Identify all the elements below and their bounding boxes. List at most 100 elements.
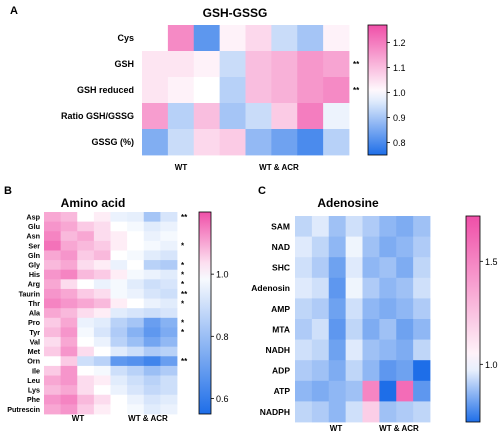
heatmap-cell: [379, 339, 397, 361]
heatmap-cell: [328, 236, 347, 258]
heatmap-cell: [311, 236, 330, 258]
heatmap-cell: [93, 250, 111, 261]
heatmap-cell: [193, 103, 221, 130]
heatmap-cell: [127, 308, 145, 319]
colorbar-gradient: [367, 24, 388, 156]
heatmap-cell: [295, 380, 313, 402]
heatmap-cell: [396, 216, 414, 237]
heatmap-cell: [345, 319, 363, 340]
heatmap-cell: [245, 51, 272, 78]
colorbar-tick-label: 1.1: [393, 63, 406, 73]
heatmap-cell: [219, 77, 246, 104]
heatmap-cell: [77, 327, 95, 338]
heatmap-cell: [44, 346, 62, 357]
row-label: Asn: [26, 232, 40, 241]
heatmap-cell: [142, 129, 169, 156]
heatmap-cell: [127, 394, 145, 405]
row-label: Ratio GSH/GSSG: [61, 111, 134, 121]
heatmap-cell: [60, 385, 78, 396]
heatmap-cell: [127, 365, 145, 376]
row-label: GSSG (%): [91, 137, 134, 147]
heatmap-cell: [413, 319, 431, 340]
row-label: Ala: [29, 309, 41, 318]
heatmap-cell: [93, 240, 111, 251]
heatmap-cell: [143, 231, 161, 242]
heatmap-cell: [93, 298, 111, 309]
heatmap-cell: [362, 257, 380, 279]
panel-b: B Amino acid AspGluAsnSerGlnGlyHisArgTau…: [4, 185, 229, 423]
heatmap-cell: [127, 404, 145, 415]
heatmap-cell: [44, 308, 62, 319]
heatmap-cell: [110, 385, 128, 396]
heatmap-cell: [127, 260, 145, 271]
colorbar-tick-label: 1.5: [485, 257, 498, 267]
heatmap-cell: [362, 298, 380, 320]
heatmap-cell: [127, 279, 145, 290]
heatmap-cell: [311, 360, 330, 382]
heatmap-cell: [77, 356, 95, 367]
heatmap-cell: [77, 288, 95, 299]
heatmap-cell: [271, 129, 298, 156]
heatmap-cell: [93, 404, 111, 415]
heatmap-cell: [110, 231, 128, 242]
heatmap-cell: [143, 221, 161, 232]
heatmap-cell: [160, 279, 178, 290]
heatmap-cell: [219, 25, 246, 52]
heatmap-cell: [60, 269, 78, 280]
heatmap-cell: [297, 51, 324, 78]
heatmap-cell: [77, 269, 95, 280]
heatmap-cell: [323, 103, 350, 130]
panel-c-heatmap: [295, 216, 431, 423]
heatmap-cell: [77, 298, 95, 309]
heatmap-cell: [328, 298, 347, 320]
heatmap-cell: [60, 394, 78, 405]
heatmap-cell: [362, 360, 380, 382]
heatmap-cell: [396, 380, 414, 402]
heatmap-cell: [297, 129, 324, 156]
heatmap-cell: [127, 375, 145, 386]
heatmap-cell: [143, 288, 161, 299]
colorbar-tick-label: 0.8: [216, 332, 229, 342]
heatmap-cell: [110, 221, 128, 232]
panel-a-group-label-1: WT: [175, 163, 188, 172]
panel-b-letter: B: [4, 185, 12, 197]
heatmap-cell: [60, 308, 78, 319]
panel-a: A GSH-GSSG Cys GSH GSH reduced Ratio GSH/GS…: [10, 5, 406, 172]
heatmap-cell: [271, 25, 298, 52]
heatmap-cell: [345, 401, 363, 423]
heatmap-cell: [44, 240, 62, 251]
heatmap-cell: [297, 103, 324, 130]
heatmap-cell: [413, 339, 431, 361]
heatmap-cell: [160, 221, 178, 232]
heatmap-cell: [160, 394, 178, 405]
heatmap-cell: [60, 356, 78, 367]
heatmap-cell: [60, 212, 78, 223]
heatmap-cell: [93, 279, 111, 290]
row-label: Arg: [28, 280, 40, 289]
heatmap-cell: [143, 337, 161, 348]
row-label: GSH reduced: [77, 85, 134, 95]
row-label: Ser: [28, 241, 40, 250]
heatmap-cell: [160, 375, 178, 386]
heatmap-cell: [44, 375, 62, 386]
row-label: Phe: [27, 395, 40, 404]
heatmap-cell: [413, 380, 431, 402]
panel-c-row-labels: SAM NAD SHC Adenosin AMP MTA NADH ADP ATP NADPH: [251, 221, 290, 416]
heatmap-cell: [345, 339, 363, 361]
heatmap-cell: [311, 339, 330, 361]
heatmap-cell: [110, 327, 128, 338]
heatmap-cell: [60, 221, 78, 232]
heatmap-cell: [160, 337, 178, 348]
row-label: Cys: [117, 33, 134, 43]
row-label: Met: [28, 347, 41, 356]
significance-mark: **: [353, 86, 360, 95]
heatmap-cell: [413, 277, 431, 299]
heatmap-cell: [143, 240, 161, 251]
heatmap-cell: [127, 240, 145, 251]
heatmap-cell: [295, 236, 313, 258]
heatmap-cell: [127, 221, 145, 232]
row-label: GSH: [114, 59, 134, 69]
heatmap-cell: [362, 236, 380, 258]
heatmap-cell: [127, 250, 145, 261]
heatmap-cell: [345, 298, 363, 320]
